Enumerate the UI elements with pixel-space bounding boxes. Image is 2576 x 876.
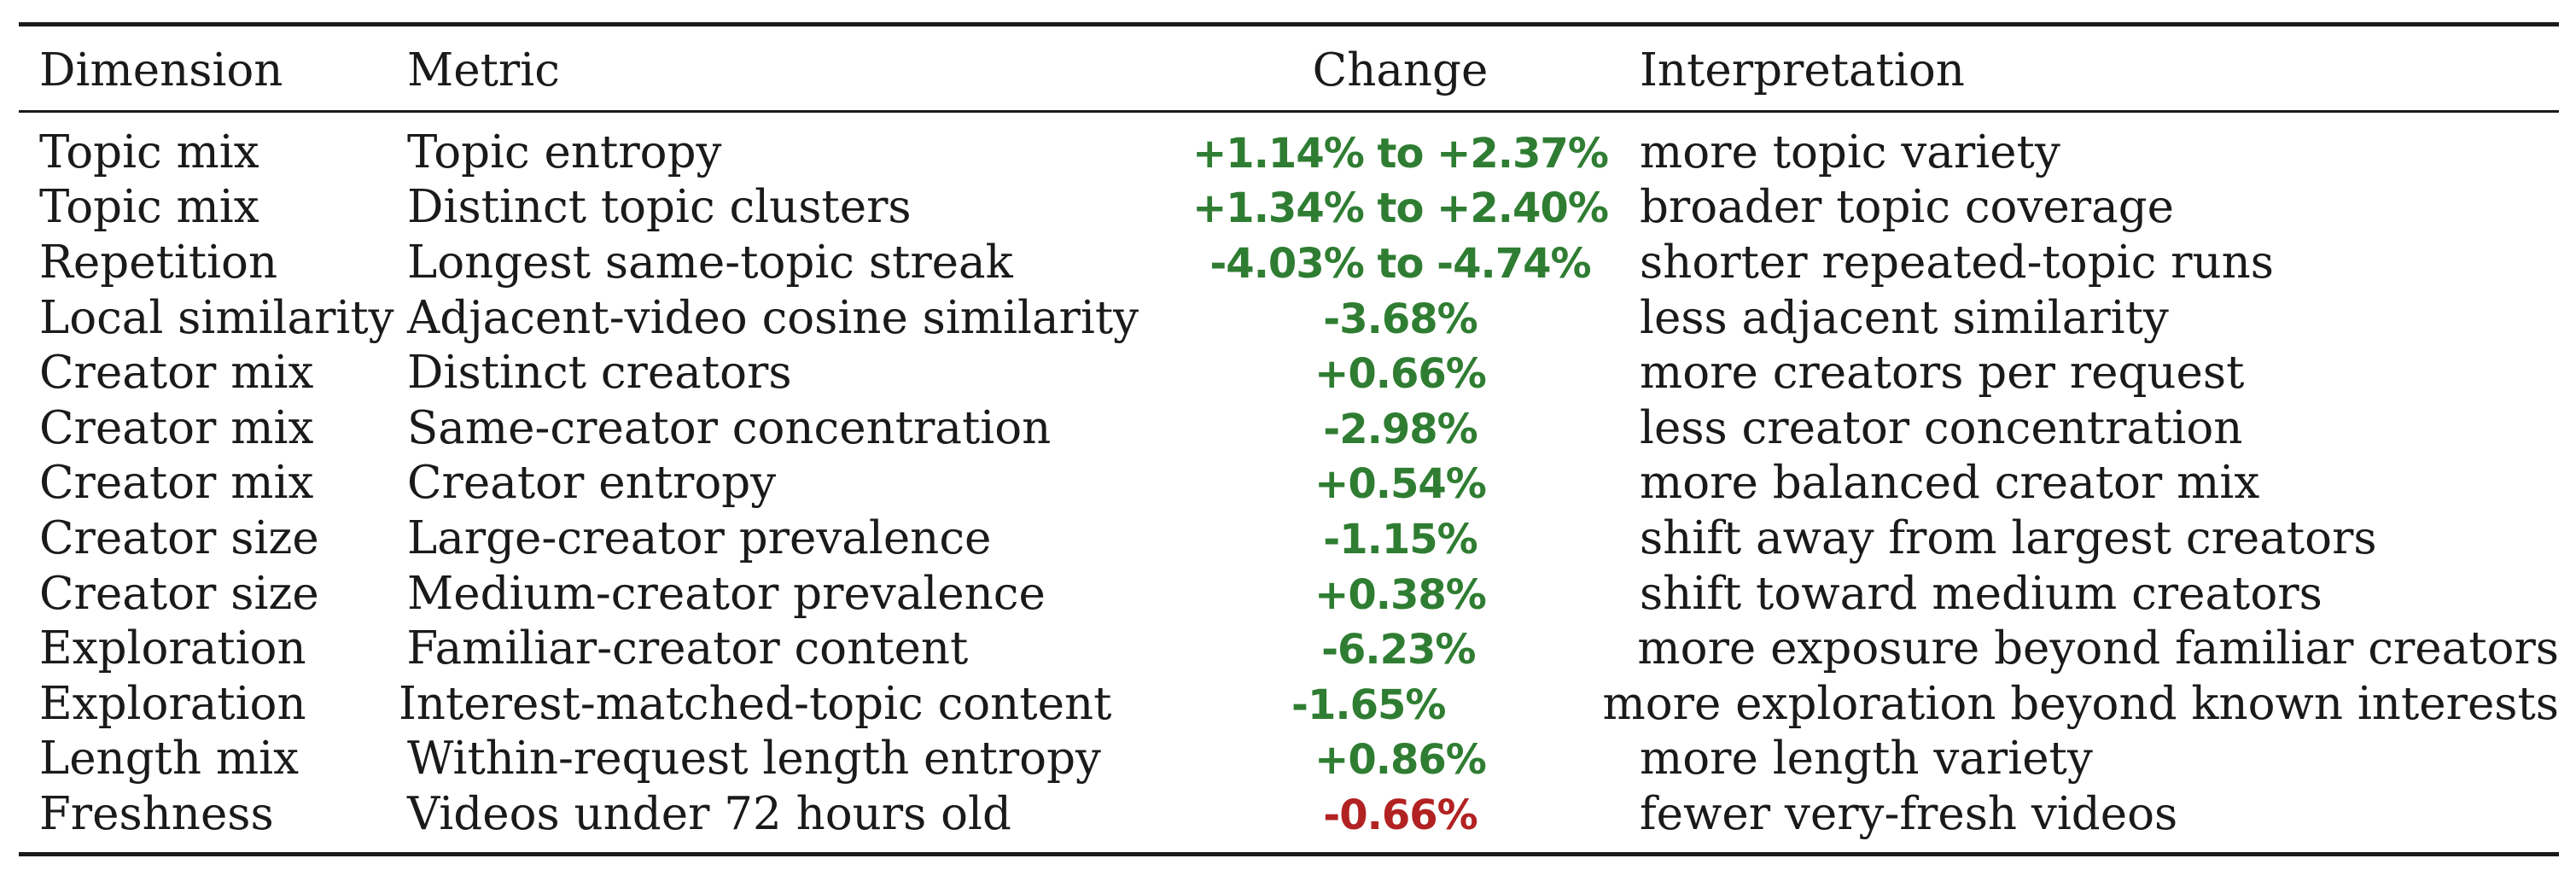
table-row: Topic mix Distinct topic clusters +1.34%… (19, 180, 2559, 236)
cell-metric: Interest-matched-topic content (398, 677, 1112, 730)
cell-metric: Within-request length entropy (407, 733, 1101, 785)
table-bottom-rule (19, 851, 2559, 856)
cell-interpretation: more length variety (1640, 733, 2093, 785)
table-row: Creator mix Same-creator concentration -… (19, 400, 2559, 456)
cell-change: -2.98% (1323, 405, 1477, 453)
cell-change: +1.34% to +2.40% (1192, 184, 1609, 233)
table-row: Exploration Interest-matched-topic conte… (19, 676, 2559, 732)
table-body: Topic mix Topic entropy +1.14% to +2.37%… (19, 113, 2559, 852)
header-interpretation: Interpretation (1640, 44, 1965, 96)
cell-interpretation: shift toward medium creators (1640, 567, 2322, 620)
cell-metric: Distinct creators (407, 347, 792, 400)
cell-dimension: Topic mix (39, 181, 259, 234)
table-row: Creator mix Distinct creators +0.66% mor… (19, 345, 2559, 400)
table-row: Creator size Large-creator prevalence -1… (19, 511, 2559, 566)
cell-dimension: Creator mix (39, 457, 314, 510)
table-header-row: Dimension Metric Change Interpretation (19, 26, 2559, 110)
results-table: Dimension Metric Change Interpretation T… (19, 22, 2559, 856)
header-dimension: Dimension (39, 44, 283, 96)
cell-change: -3.68% (1323, 295, 1477, 343)
cell-dimension: Creator size (39, 567, 319, 620)
table-row: Exploration Familiar-creator content -6.… (19, 621, 2559, 676)
cell-dimension: Local similarity (39, 291, 394, 344)
cell-interpretation: less creator concentration (1640, 401, 2243, 454)
cell-interpretation: shorter repeated-topic runs (1640, 236, 2274, 289)
cell-interpretation: more creators per request (1640, 347, 2245, 400)
cell-interpretation: more topic variety (1640, 126, 2060, 178)
cell-dimension: Creator size (39, 511, 319, 564)
cell-change: +0.86% (1314, 736, 1487, 785)
table-row: Local similarity Adjacent-video cosine s… (19, 290, 2559, 346)
cell-metric: Large-creator prevalence (407, 511, 992, 564)
table-row: Length mix Within-request length entropy… (19, 732, 2559, 787)
cell-metric: Topic entropy (407, 126, 722, 178)
cell-change: -0.66% (1323, 791, 1477, 839)
cell-change: -1.65% (1291, 680, 1446, 729)
cell-metric: Distinct topic clusters (407, 181, 912, 234)
cell-dimension: Freshness (39, 787, 274, 840)
cell-dimension: Topic mix (39, 126, 259, 178)
cell-dimension: Length mix (39, 733, 299, 785)
cell-metric: Videos under 72 hours old (407, 787, 1011, 840)
table-row: Creator mix Creator entropy +0.54% more … (19, 456, 2559, 511)
header-metric: Metric (407, 44, 560, 96)
cell-change: +0.66% (1314, 350, 1487, 399)
cell-dimension: Exploration (39, 622, 306, 675)
cell-interpretation: shift away from largest creators (1640, 511, 2377, 564)
table-header-rule (19, 110, 2559, 113)
cell-change: +0.54% (1314, 460, 1487, 509)
cell-change: -6.23% (1321, 626, 1476, 675)
cell-dimension: Exploration (39, 677, 306, 730)
cell-interpretation: fewer very-fresh videos (1640, 787, 2178, 840)
cell-interpretation: less adjacent similarity (1640, 291, 2169, 344)
table-top-rule (19, 22, 2559, 26)
cell-change: +1.14% to +2.37% (1192, 129, 1609, 178)
header-change: Change (1312, 44, 1489, 96)
cell-metric: Adjacent-video cosine similarity (407, 291, 1139, 344)
cell-dimension: Creator mix (39, 347, 314, 400)
cell-interpretation: more balanced creator mix (1640, 457, 2260, 510)
table-row: Repetition Longest same-topic streak -4.… (19, 235, 2559, 290)
cell-metric: Familiar-creator content (406, 622, 969, 675)
cell-metric: Longest same-topic streak (407, 236, 1013, 289)
cell-metric: Medium-creator prevalence (407, 567, 1046, 620)
cell-metric: Same-creator concentration (407, 401, 1052, 454)
cell-dimension: Repetition (39, 236, 278, 289)
cell-interpretation: more exploration beyond known interests (1602, 677, 2559, 730)
table-row: Topic mix Topic entropy +1.14% to +2.37%… (19, 125, 2559, 180)
cell-interpretation: more exposure beyond familiar creators (1637, 622, 2559, 675)
cell-change: +0.38% (1314, 570, 1487, 619)
cell-metric: Creator entropy (407, 457, 777, 510)
cell-dimension: Creator mix (39, 401, 314, 454)
cell-change: -1.15% (1323, 515, 1477, 564)
table-row: Freshness Videos under 72 hours old -0.6… (19, 786, 2559, 842)
cell-change: -4.03% to -4.74% (1209, 239, 1591, 288)
table-row: Creator size Medium-creator prevalence +… (19, 566, 2559, 622)
cell-interpretation: broader topic coverage (1640, 181, 2174, 234)
